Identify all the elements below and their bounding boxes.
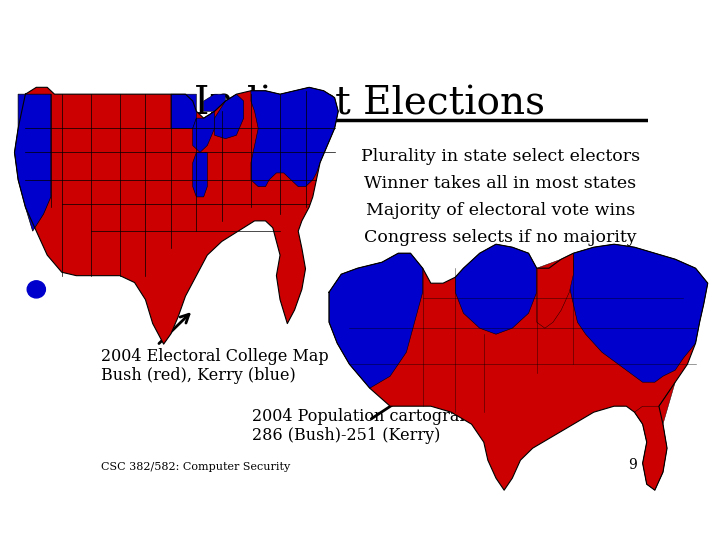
Text: Indirect Elections: Indirect Elections (194, 85, 544, 123)
Text: 2004 Electoral College Map
Bush (red), Kerry (blue): 2004 Electoral College Map Bush (red), K… (101, 348, 329, 384)
Polygon shape (634, 382, 675, 490)
Text: CSC 382/582: Computer Security: CSC 382/582: Computer Security (101, 462, 290, 472)
Polygon shape (215, 94, 243, 139)
Circle shape (27, 281, 45, 298)
Polygon shape (204, 94, 225, 111)
Text: Plurality in state select electors: Plurality in state select electors (361, 148, 639, 165)
Polygon shape (14, 87, 338, 344)
Text: Majority of electoral vote wins: Majority of electoral vote wins (366, 202, 635, 219)
Polygon shape (14, 94, 51, 231)
Text: 2004 Population cartogram
286 (Bush)-251 (Kerry): 2004 Population cartogram 286 (Bush)-251… (252, 408, 474, 444)
Polygon shape (536, 253, 573, 328)
Polygon shape (193, 152, 207, 197)
Polygon shape (455, 244, 536, 334)
Text: Winner takes all in most states: Winner takes all in most states (364, 175, 636, 192)
Polygon shape (570, 244, 708, 382)
Text: Congress selects if no majority: Congress selects if no majority (364, 229, 636, 246)
Polygon shape (329, 244, 708, 490)
Polygon shape (329, 253, 423, 388)
Polygon shape (193, 111, 215, 152)
Polygon shape (171, 94, 197, 129)
Polygon shape (251, 87, 338, 187)
Text: 9: 9 (628, 458, 637, 472)
